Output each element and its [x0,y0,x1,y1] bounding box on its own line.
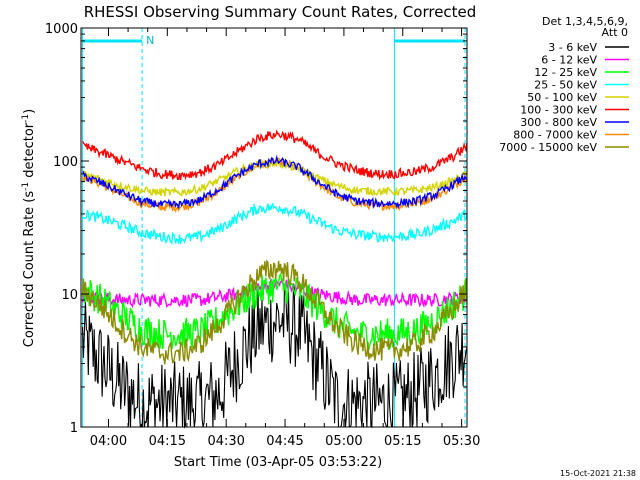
series-lines [81,129,468,429]
time-markers: N [81,28,466,427]
y-label-part3: ) [22,109,37,114]
x-tick-label: 05:00 [325,434,362,449]
legend-label: 300 - 800 keV [520,116,597,129]
x-tick-label: 05:30 [443,434,480,449]
series-line [81,259,468,365]
legend-label: 7000 - 15000 keV [499,141,597,154]
legend-label: 50 - 100 keV [527,91,597,104]
y-tick-label: 1000 [45,22,78,37]
legend-label: 800 - 7000 keV [513,129,597,142]
y-label-sup2: -1 [21,114,31,123]
legend-label: 12 - 25 keV [534,66,597,79]
series-line [82,202,468,245]
x-tick-label: 04:00 [90,434,127,449]
y-label-sup1: -1 [21,182,31,191]
series-line [81,157,468,213]
series-line [81,283,468,429]
series-line [82,154,468,210]
plot-frame [80,27,468,428]
x-tick-label: 04:15 [149,434,186,449]
flag-annotation: N [146,34,154,47]
series-line [81,276,468,309]
legend-header-1: Det 1,3,4,5,6,9, [542,15,628,28]
timestamp: 15-Oct-2021 21:38 [560,469,636,478]
y-label-part2: detector [22,122,37,182]
x-axis-ticks: 04:00 04:15 04:30 04:45 05:00 05:15 05:30 [90,28,480,449]
x-tick-label: 05:15 [384,434,421,449]
series-line [81,129,468,181]
y-tick-label: 100 [53,155,78,170]
y-tick-label: 1 [70,421,78,436]
y-tick-label: 10 [61,288,78,303]
legend-label: 25 - 50 keV [534,79,597,92]
x-axis-label: Start Time (03-Apr-05 03:53:22) [174,455,382,470]
legend-label: 3 - 6 keV [548,41,597,54]
chart-title: RHESSI Observing Summary Count Rates, Co… [84,3,477,21]
legend-header-2: Att 0 [602,26,628,39]
y-label-part1: Corrected Count Rate (s [22,191,37,348]
x-tick-label: 04:30 [207,434,244,449]
y-axis-ticks: 1 10 100 1000 [45,22,467,436]
series-line [81,272,468,351]
legend-label: 6 - 12 keV [541,54,597,67]
x-tick-label: 04:45 [266,434,303,449]
series-line [81,157,468,197]
y-axis-label: Corrected Count Rate (s-1 detector-1) [21,109,37,347]
legend-label: 100 - 300 keV [520,104,597,117]
